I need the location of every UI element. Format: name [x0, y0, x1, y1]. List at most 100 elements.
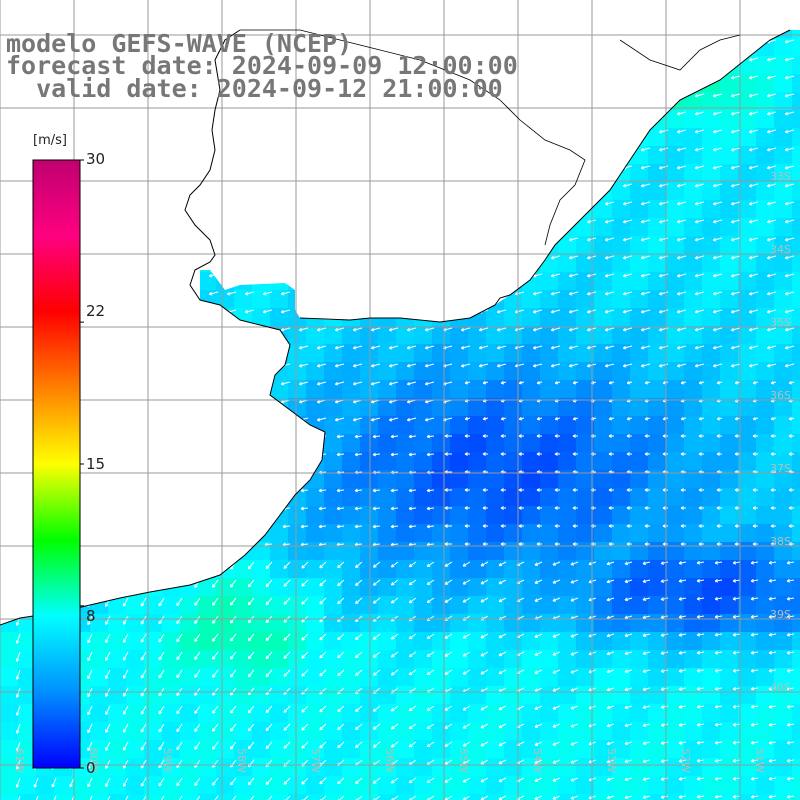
field-cell	[486, 398, 504, 416]
field-cell	[684, 794, 702, 800]
field-cell	[594, 488, 612, 506]
field-cell	[630, 560, 648, 578]
field-cell	[756, 632, 774, 650]
field-cell	[666, 632, 684, 650]
field-cell	[324, 632, 342, 650]
field-cell	[0, 740, 18, 758]
field-cell	[216, 632, 234, 650]
field-cell	[342, 506, 360, 524]
field-cell	[468, 614, 486, 632]
field-cell	[216, 704, 234, 722]
field-cell	[0, 722, 18, 740]
field-cell	[540, 524, 558, 542]
field-cell	[630, 524, 648, 542]
field-cell	[198, 794, 216, 800]
field-cell	[720, 524, 738, 542]
field-cell	[792, 218, 800, 236]
field-cell	[630, 776, 648, 794]
longitude-label: 58W	[235, 748, 248, 773]
field-cell	[414, 722, 432, 740]
field-cell	[756, 488, 774, 506]
field-cell	[18, 668, 36, 686]
field-cell	[378, 488, 396, 506]
field-cell	[288, 614, 306, 632]
field-cell	[360, 470, 378, 488]
field-cell	[666, 398, 684, 416]
field-cell	[774, 740, 792, 758]
field-cell	[774, 398, 792, 416]
field-cell	[504, 740, 522, 758]
field-cell	[792, 290, 800, 308]
field-cell	[450, 794, 468, 800]
longitude-label: 57W	[309, 748, 322, 773]
colorbar-tick-30: 30	[86, 150, 106, 168]
field-cell	[234, 614, 252, 632]
field-cell	[774, 380, 792, 398]
field-cell	[684, 416, 702, 434]
field-cell	[450, 506, 468, 524]
field-cell	[126, 758, 144, 776]
field-cell	[234, 704, 252, 722]
field-cell	[396, 758, 414, 776]
field-cell	[450, 380, 468, 398]
field-cell	[522, 578, 540, 596]
field-cell	[270, 740, 288, 758]
field-cell	[414, 614, 432, 632]
field-cell	[666, 650, 684, 668]
field-cell	[630, 434, 648, 452]
field-cell	[306, 560, 324, 578]
field-cell	[306, 686, 324, 704]
field-cell	[684, 740, 702, 758]
field-cell	[612, 794, 630, 800]
field-cell	[486, 560, 504, 578]
field-cell	[414, 632, 432, 650]
field-cell	[558, 650, 576, 668]
field-cell	[558, 470, 576, 488]
field-cell	[378, 470, 396, 488]
field-cell	[306, 758, 324, 776]
field-cell	[558, 758, 576, 776]
longitude-label: 54W	[531, 748, 544, 773]
field-cell	[216, 596, 234, 614]
field-cell	[432, 506, 450, 524]
field-cell	[540, 704, 558, 722]
field-cell	[666, 578, 684, 596]
field-cell	[666, 434, 684, 452]
field-cell	[432, 740, 450, 758]
field-cell	[0, 794, 18, 800]
field-cell	[360, 650, 378, 668]
field-cell	[486, 434, 504, 452]
field-cell	[558, 398, 576, 416]
field-cell	[756, 776, 774, 794]
wind-arrow	[766, 93, 777, 98]
field-cell	[576, 416, 594, 434]
field-cell	[396, 650, 414, 668]
field-cell	[576, 524, 594, 542]
field-cell	[612, 722, 630, 740]
field-cell	[720, 758, 738, 776]
field-cell	[342, 614, 360, 632]
field-cell	[378, 650, 396, 668]
field-cell	[756, 380, 774, 398]
field-cell	[450, 398, 468, 416]
field-cell	[252, 776, 270, 794]
field-cell	[576, 794, 594, 800]
field-cell	[180, 596, 198, 614]
field-cell	[378, 506, 396, 524]
field-cell	[486, 758, 504, 776]
field-cell	[486, 668, 504, 686]
field-cell	[792, 146, 800, 164]
field-cell	[630, 416, 648, 434]
field-cell	[594, 416, 612, 434]
field-cell	[630, 794, 648, 800]
field-cell	[126, 686, 144, 704]
field-cell	[414, 560, 432, 578]
field-cell	[684, 596, 702, 614]
field-cell	[198, 596, 216, 614]
field-cell	[36, 776, 54, 794]
wind-arrow	[766, 57, 777, 62]
field-cell	[720, 470, 738, 488]
field-cell	[468, 632, 486, 650]
field-cell	[486, 632, 504, 650]
field-cell	[378, 722, 396, 740]
